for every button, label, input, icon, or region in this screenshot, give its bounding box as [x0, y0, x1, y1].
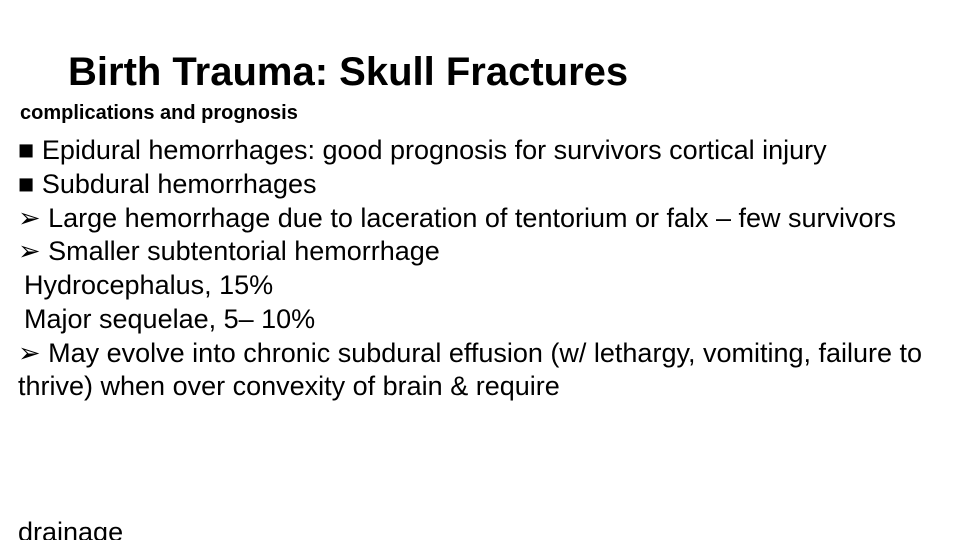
bullet-epidural: Epidural hemorrhages: good prognosis for… — [18, 134, 938, 168]
subbullet-chronic-effusion: May evolve into chronic subdural effusio… — [18, 337, 938, 405]
slide: Birth Trauma: Skull Fractures complicati… — [0, 0, 960, 540]
item-hydrocephalus: Hydrocephalus, 15% — [18, 269, 938, 303]
subbullet-large-hemorrhage: Large hemorrhage due to laceration of te… — [18, 202, 938, 236]
subbullet-smaller-subtentorial: Smaller subtentorial hemorrhage — [18, 235, 938, 269]
slide-title: Birth Trauma: Skull Fractures — [68, 50, 628, 94]
slide-body: Epidural hemorrhages: good prognosis for… — [18, 134, 938, 404]
cutoff-line: drainage — [18, 516, 938, 540]
bullet-subdural: Subdural hemorrhages — [18, 168, 938, 202]
slide-subtitle: complications and prognosis — [20, 102, 298, 125]
item-major-sequelae: Major sequelae, 5– 10% — [18, 303, 938, 337]
